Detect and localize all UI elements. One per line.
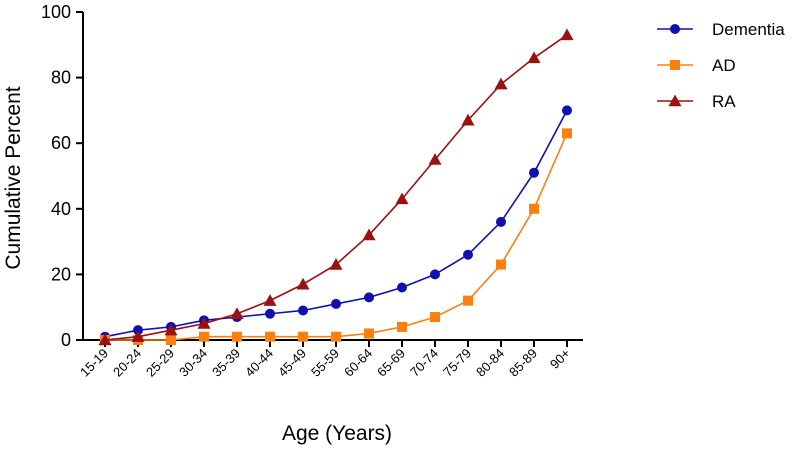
data-point (331, 298, 341, 309)
data-point (494, 77, 508, 90)
data-point (463, 295, 473, 306)
x-axis-title: Age (Years) (282, 422, 392, 445)
series-line (105, 133, 568, 341)
x-tick-label: 60-64 (341, 346, 375, 380)
data-point (428, 153, 442, 165)
data-point (430, 269, 440, 280)
data-point (364, 292, 374, 303)
y-tick-label: 40 (51, 199, 71, 219)
y-axis-title: Cumulative Percent (2, 86, 25, 269)
axes: 0 20 40 60 80 100 15-1920-2425-2930-3435-3940-… (41, 2, 583, 380)
data-point (496, 216, 506, 227)
x-tick-label: 30-34 (176, 346, 210, 380)
x-tick-label: 25-29 (143, 346, 177, 380)
legend-label: RA (712, 92, 736, 111)
legend-item-dementia: Dementia (657, 20, 785, 39)
legend-marker (670, 24, 680, 34)
y-tick-label: 20 (51, 264, 71, 284)
data-point (131, 330, 145, 342)
y-tick-label: 100 (41, 2, 71, 22)
series-ra (98, 28, 574, 346)
series-ad (100, 128, 572, 345)
data-point (232, 331, 242, 342)
data-point (265, 331, 275, 342)
x-tick-label: 70-74 (407, 346, 441, 380)
legend-marker (670, 60, 680, 70)
legend-label: Dementia (712, 20, 785, 39)
data-point (395, 192, 409, 205)
legend-item-ad: AD (657, 56, 736, 75)
data-point (199, 331, 209, 342)
data-point (133, 325, 143, 336)
data-point (98, 333, 112, 346)
x-tick-label: 45-49 (275, 346, 309, 380)
x-tick-label: 35-39 (209, 346, 243, 380)
data-point (562, 128, 572, 139)
data-point (529, 167, 539, 178)
series-dementia (100, 105, 572, 342)
data-point (362, 228, 376, 241)
y-tick-label: 60 (51, 133, 71, 153)
data-point (230, 307, 244, 319)
y-tick-label: 80 (51, 68, 71, 88)
y-tick-label: 0 (61, 330, 71, 350)
data-point (529, 203, 539, 214)
data-point (364, 328, 374, 339)
legend-marker (668, 94, 682, 107)
legend-label: AD (712, 56, 736, 75)
data-point (197, 317, 211, 329)
x-tick-label: 80-84 (473, 346, 507, 380)
data-point (397, 282, 407, 293)
data-point (496, 259, 506, 270)
data-point (397, 321, 407, 332)
data-point (296, 277, 310, 290)
data-point (527, 51, 541, 64)
x-tick-label: 55-59 (308, 346, 342, 380)
x-tick-label: 15-19 (77, 346, 111, 380)
x-tick-label: 85-89 (506, 346, 540, 380)
data-point (560, 28, 574, 41)
data-point (562, 105, 572, 116)
series-layer (98, 28, 574, 346)
x-tick-label: 75-79 (440, 346, 474, 380)
legend: Dementia AD RA (657, 20, 785, 111)
x-tick-label: 90+ (547, 346, 573, 372)
data-point (329, 258, 343, 270)
x-tick-label: 20-24 (110, 346, 144, 380)
data-point (263, 294, 277, 306)
data-point (298, 305, 308, 316)
legend-item-ra: RA (657, 92, 736, 111)
data-point (298, 331, 308, 342)
data-point (164, 323, 178, 336)
x-tick-label: 40-44 (242, 346, 276, 380)
data-point (265, 308, 275, 319)
data-point (461, 113, 475, 126)
data-point (331, 331, 341, 342)
data-point (166, 335, 176, 345)
data-point (430, 312, 440, 323)
data-point (463, 249, 473, 260)
series-line (104, 34, 568, 341)
x-tick-label: 65-69 (374, 346, 408, 380)
